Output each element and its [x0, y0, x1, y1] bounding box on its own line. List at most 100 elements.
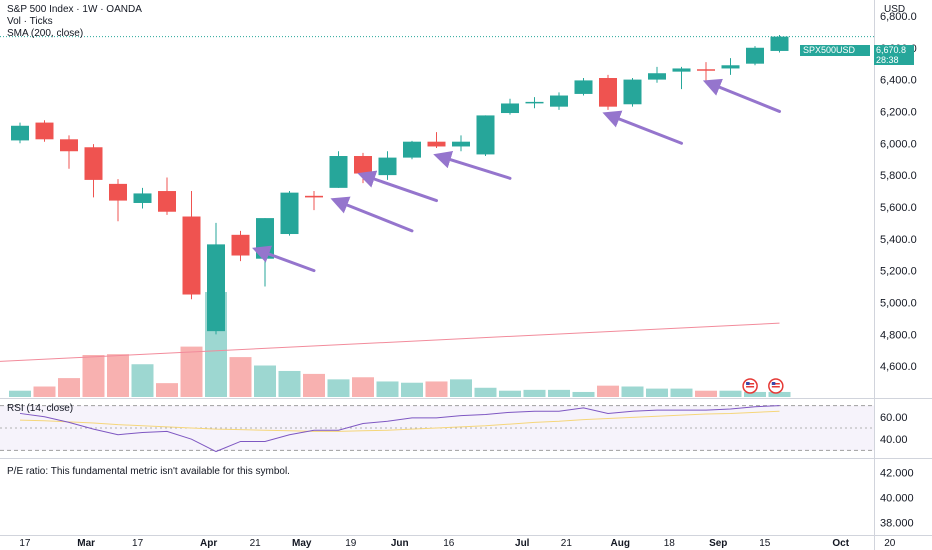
chart-title[interactable]: S&P 500 Index · 1W · OANDA: [7, 4, 142, 15]
annotation-arrows: [252, 78, 781, 273]
volume-bar: [107, 354, 129, 397]
volume-bar: [180, 346, 203, 397]
candle-body: [550, 95, 568, 107]
candle-body: [746, 47, 764, 64]
volume-bar: [646, 388, 668, 397]
pe-tick-label: 38.000: [880, 518, 914, 530]
price-axis: 4,600.0 4,800.0 5,000.0 5,200.0 5,400.0 5,600…: [880, 11, 917, 446]
candle-body: [35, 122, 54, 140]
candle-body: [721, 65, 740, 69]
currency-label: USD: [884, 4, 906, 15]
volume-bar: [278, 370, 301, 397]
volume-bar: [33, 386, 56, 397]
sma-200-line: [0, 322, 780, 362]
time-tick-label: May: [292, 538, 312, 549]
time-tick-label: Aug: [611, 538, 630, 549]
volume-bar: [58, 378, 80, 397]
pe-tick-label: 40.000: [880, 493, 914, 505]
candle-body: [158, 191, 176, 212]
candle-body: [427, 141, 446, 147]
rsi-tick-label: 60.00: [880, 412, 908, 424]
price-tick-label: 6,200.0: [880, 106, 917, 118]
price-tick-label: 5,000.0: [880, 297, 917, 309]
price-tick-label: 5,200.0: [880, 266, 917, 278]
volume-bar: [156, 383, 178, 397]
event-flags: [742, 378, 784, 394]
rsi-panel: [0, 405, 874, 453]
candle-body: [599, 78, 617, 107]
price-tick-label: 5,600.0: [880, 202, 917, 214]
volume-bar: [548, 389, 570, 397]
volume-bar: [450, 379, 472, 397]
volume-bar: [82, 355, 105, 397]
time-tick-label: 19: [345, 538, 357, 549]
last-price-value: 6,670.8: [876, 45, 907, 55]
time-tick-label: 16: [443, 538, 455, 549]
time-tick-label: 20: [884, 538, 896, 549]
candle-body: [280, 192, 299, 235]
annotation-arrow: [433, 151, 512, 180]
volume-bars: [9, 292, 791, 397]
time-tick-label: 21: [561, 538, 573, 549]
bar-countdown: 28:38: [876, 55, 899, 65]
volume-bar: [670, 388, 693, 397]
candle-body: [11, 125, 29, 141]
candle-body: [672, 68, 691, 72]
candle-body: [305, 195, 323, 198]
price-tick-label: 6,800.0: [880, 11, 917, 23]
volume-bar: [254, 365, 276, 397]
volume-bar: [425, 381, 448, 397]
candle-body: [84, 147, 103, 180]
candlesticks: [11, 35, 789, 335]
time-axis: 17 Mar 17 Apr 21 May 19 Jun 16 Jul 21 Aug 18 Sep 15 Oct…: [19, 538, 895, 549]
time-tick-label: Apr: [200, 538, 217, 549]
volume-bar: [719, 390, 742, 397]
volume-bar: [131, 364, 154, 397]
candle-body: [574, 80, 593, 94]
candle-body: [354, 156, 372, 174]
annotation-arrow: [357, 170, 438, 203]
annotation-arrow: [330, 196, 414, 233]
annotation-arrow: [602, 110, 683, 145]
time-tick-label: Sep: [709, 538, 727, 549]
volume-bar: [499, 390, 521, 397]
candle-body: [109, 183, 127, 201]
price-tick-label: 5,800.0: [880, 170, 917, 182]
candle-body: [378, 157, 397, 176]
rsi-tick-label: 40.00: [880, 434, 908, 446]
pe-ratio-message: P/E ratio: This fundamental metric isn't…: [7, 466, 290, 477]
candle-body: [207, 244, 225, 332]
candle-body: [133, 193, 152, 203]
rsi-line: [19, 405, 780, 453]
candle-body: [525, 101, 544, 104]
candle-body: [329, 156, 348, 188]
time-tick-label: Oct: [832, 538, 849, 549]
volume-bar: [352, 377, 374, 397]
volume-legend[interactable]: Vol · Ticks: [7, 16, 53, 27]
volume-bar: [695, 390, 717, 397]
price-tick-label: 6,000.0: [880, 138, 917, 150]
candle-body: [60, 139, 78, 152]
candle-body: [182, 216, 201, 295]
volume-bar: [303, 373, 325, 397]
candle-body: [452, 141, 470, 147]
sma-legend[interactable]: SMA (200, close): [7, 28, 84, 39]
time-tick-label: 18: [664, 538, 676, 549]
annotation-arrow: [702, 78, 781, 113]
symbol-badge: SPX500USD: [800, 45, 870, 56]
time-tick-label: 17: [132, 538, 144, 549]
rsi-legend[interactable]: RSI (14, close): [7, 403, 74, 414]
sma-200-line-path: [0, 322, 780, 362]
volume-bar: [597, 385, 619, 397]
time-tick-label: 17: [19, 538, 31, 549]
volume-bar: [621, 386, 644, 397]
time-tick-label: Jul: [515, 538, 530, 549]
us-flag-icon: [768, 378, 784, 394]
candle-body: [770, 36, 789, 51]
volume-bar: [768, 391, 791, 397]
volume-bar: [474, 387, 497, 397]
us-flag-icon: [742, 378, 758, 394]
pe-panel: 38.000 40.000 42.000: [880, 468, 914, 530]
